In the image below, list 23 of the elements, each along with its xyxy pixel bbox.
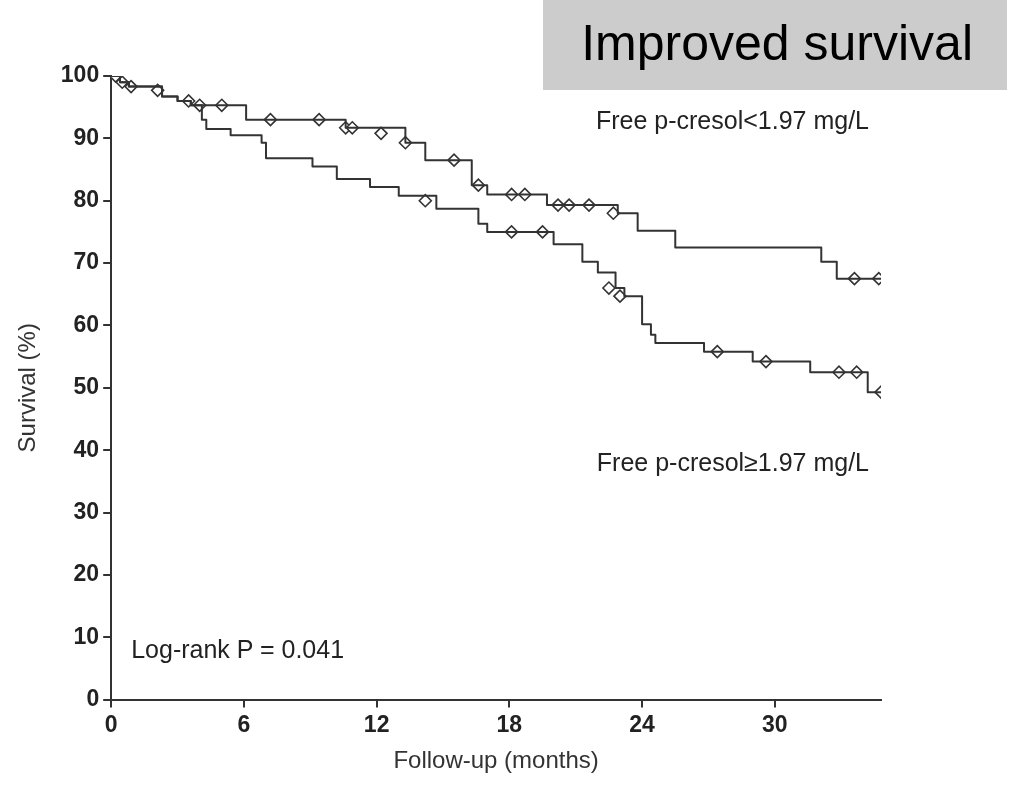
y-axis-title: Survival (%) <box>13 323 41 453</box>
y-tick-label: 70 <box>73 248 100 275</box>
y-tick-label: 30 <box>73 497 100 524</box>
text: Free p-cresol≥1.97 mg/L <box>596 448 870 477</box>
y-tick-label: 50 <box>73 373 100 400</box>
y-tick-label: 10 <box>73 622 100 649</box>
y-tick-label: 100 <box>60 61 100 88</box>
y-tick-label: 80 <box>73 186 100 213</box>
annotation: Log-rank P = 0.041 <box>131 635 345 664</box>
chart-title: Improved survival <box>543 0 1007 90</box>
y-tick-label: 40 <box>73 435 100 462</box>
x-tick-label: 12 <box>363 710 390 737</box>
x-tick-label: 0 <box>104 710 118 737</box>
y-tick-label: 20 <box>73 560 100 587</box>
x-tick-label: 30 <box>762 710 788 737</box>
y-tick-label: 60 <box>73 310 100 337</box>
x-tick-label: 6 <box>237 710 251 737</box>
text: Free p-cresol<1.97 mg/L <box>595 105 870 134</box>
y-tick-label: 90 <box>73 123 100 150</box>
y-tick-label: 0 <box>86 684 100 711</box>
x-tick-label: 18 <box>496 710 523 737</box>
x-tick-label: 24 <box>629 710 656 737</box>
x-axis-title: Follow-up (months) <box>393 746 599 774</box>
